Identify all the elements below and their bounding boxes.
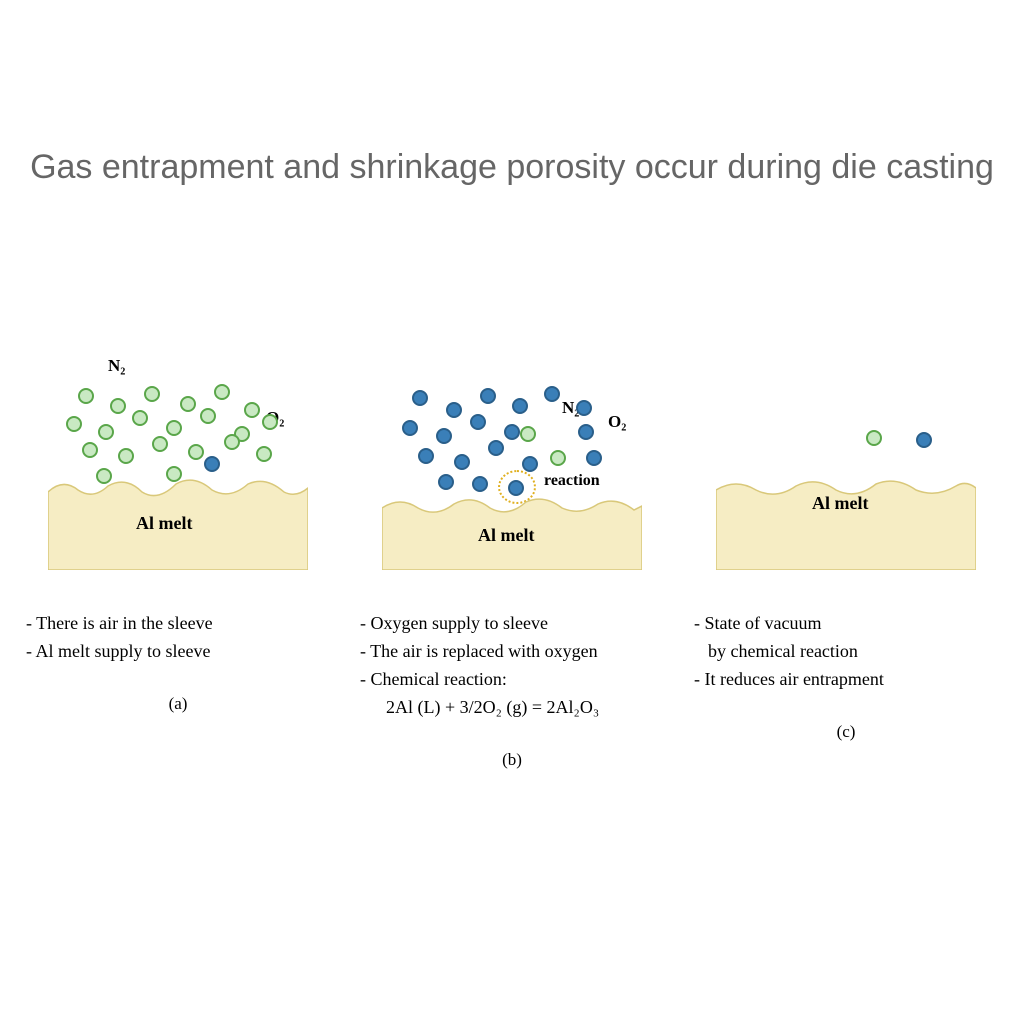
blue-circle — [412, 390, 428, 406]
desc-line: - Chemical reaction: — [360, 666, 672, 694]
green-circle — [550, 450, 566, 466]
panels-row: N₂ O₂ Al melt - There is air in the slee… — [18, 380, 1006, 770]
tag-b: (b) — [352, 750, 672, 770]
diagram-c: Al melt — [716, 380, 976, 570]
desc-line: - It reduces air entrapment — [694, 666, 1006, 694]
diagram-b: N₂ O₂ reaction Al melt — [382, 380, 642, 570]
desc-line: - There is air in the sleeve — [26, 610, 338, 638]
blue-circle — [488, 440, 504, 456]
green-circle — [78, 388, 94, 404]
blue-circle — [470, 414, 486, 430]
green-circle — [82, 442, 98, 458]
blue-circle — [418, 448, 434, 464]
green-circle — [224, 434, 240, 450]
label-reaction: reaction — [544, 472, 600, 490]
desc-line: - Al melt supply to sleeve — [26, 638, 338, 666]
green-circle — [244, 402, 260, 418]
desc-line: - The air is replaced with oxygen — [360, 638, 672, 666]
label-o2-b: O₂ — [608, 412, 626, 432]
label-n2-a: N₂ — [108, 356, 125, 376]
desc-line: - State of vacuum — [694, 610, 1006, 638]
green-circle — [256, 446, 272, 462]
tag-a: (a) — [18, 694, 338, 714]
blue-circle — [586, 450, 602, 466]
green-circle — [166, 420, 182, 436]
blue-circle — [512, 398, 528, 414]
melt-label-c: Al melt — [812, 493, 868, 514]
blue-circle — [916, 432, 932, 448]
blue-circle — [436, 428, 452, 444]
green-circle — [66, 416, 82, 432]
blue-circle — [578, 424, 594, 440]
green-circle — [152, 436, 168, 452]
green-circle — [132, 410, 148, 426]
melt-label-a: Al melt — [136, 513, 192, 534]
green-circle — [866, 430, 882, 446]
green-circle — [180, 396, 196, 412]
blue-circle — [522, 456, 538, 472]
green-circle — [262, 414, 278, 430]
green-circle — [144, 386, 160, 402]
green-circle — [214, 384, 230, 400]
panel-c: Al melt - State of vacuumby chemical rea… — [686, 380, 1006, 770]
desc-line: - Oxygen supply to sleeve — [360, 610, 672, 638]
desc-line: by chemical reaction — [694, 638, 1006, 666]
green-circle — [200, 408, 216, 424]
blue-circle — [576, 400, 592, 416]
green-circle — [188, 444, 204, 460]
green-circle — [520, 426, 536, 442]
tag-c: (c) — [686, 722, 1006, 742]
melt-label-b: Al melt — [478, 525, 534, 546]
blue-circle — [438, 474, 454, 490]
blue-circle — [544, 386, 560, 402]
page-title: Gas entrapment and shrinkage porosity oc… — [0, 145, 1024, 191]
blue-circle — [454, 454, 470, 470]
melt-c — [716, 470, 976, 570]
green-circle — [110, 398, 126, 414]
panel-b: N₂ O₂ reaction Al melt - Oxygen supply t… — [352, 380, 672, 770]
desc-line: 2Al (L) + 3/2O₂ (g) = 2Al₂O₃ — [360, 694, 672, 722]
diagram-a: N₂ O₂ Al melt — [48, 380, 308, 570]
blue-circle — [480, 388, 496, 404]
blue-circle — [504, 424, 520, 440]
desc-c: - State of vacuumby chemical reaction- I… — [686, 610, 1006, 694]
blue-circle — [446, 402, 462, 418]
desc-b: - Oxygen supply to sleeve- The air is re… — [352, 610, 672, 722]
panel-a: N₂ O₂ Al melt - There is air in the slee… — [18, 380, 338, 770]
green-circle — [98, 424, 114, 440]
desc-a: - There is air in the sleeve- Al melt su… — [18, 610, 338, 666]
green-circle — [118, 448, 134, 464]
blue-circle — [402, 420, 418, 436]
